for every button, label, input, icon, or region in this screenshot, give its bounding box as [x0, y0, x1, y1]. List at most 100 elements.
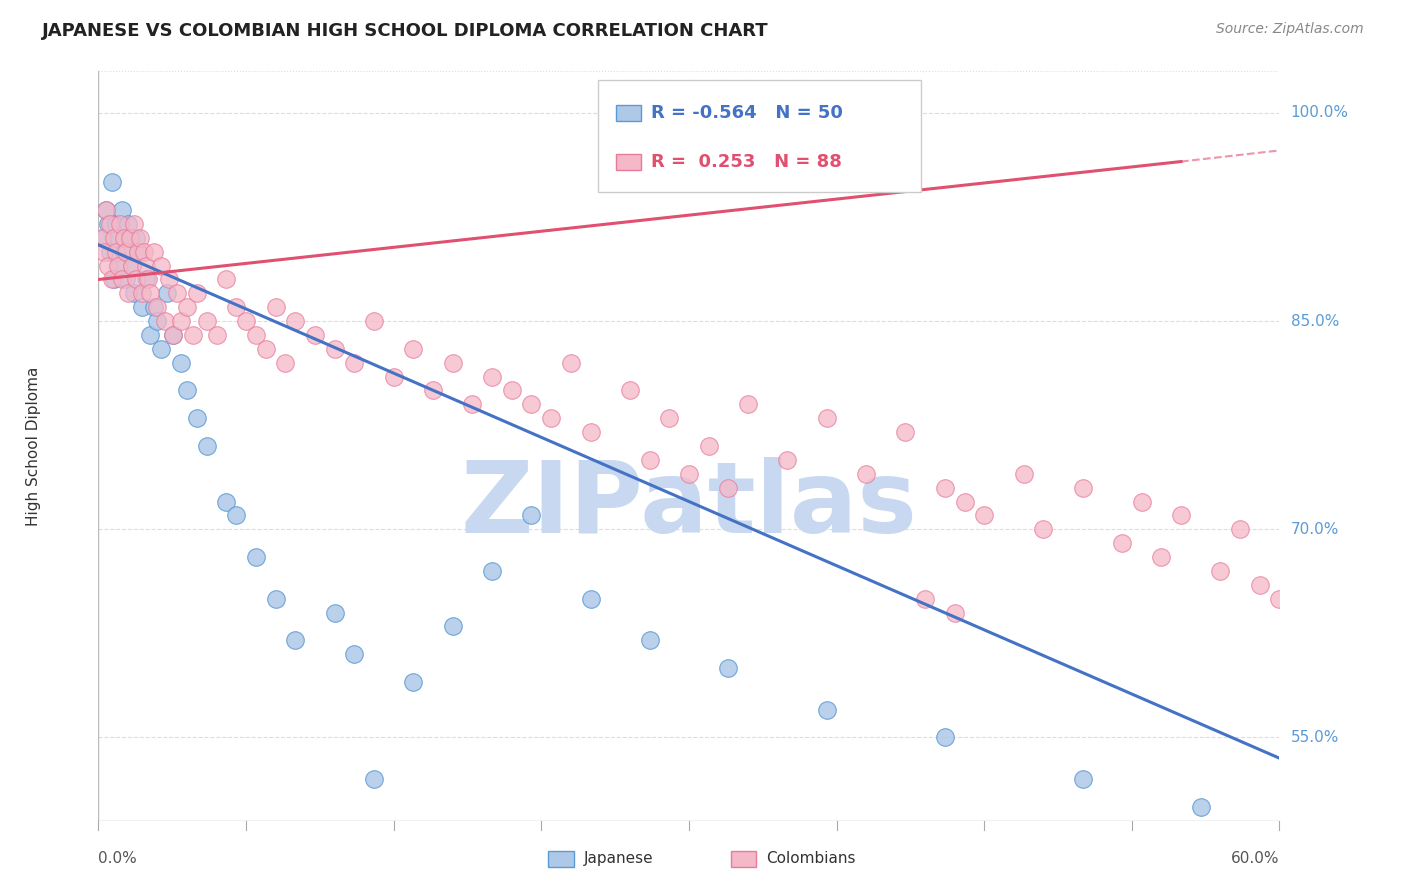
Point	[162, 328, 184, 343]
Text: ZIPatlas: ZIPatlas	[461, 458, 917, 555]
Point	[579, 425, 602, 439]
Point	[135, 259, 157, 273]
Point	[112, 231, 135, 245]
Point	[481, 369, 503, 384]
Point	[855, 467, 877, 481]
Point	[150, 259, 173, 273]
Point	[717, 661, 740, 675]
Point	[136, 272, 159, 286]
Point	[1012, 467, 1035, 481]
Point	[107, 259, 129, 273]
Point	[93, 231, 115, 245]
Point	[323, 342, 346, 356]
Point	[138, 328, 160, 343]
Point	[284, 633, 307, 648]
Point	[245, 328, 267, 343]
Point	[402, 674, 425, 689]
Point	[441, 356, 464, 370]
Point	[170, 314, 193, 328]
Point	[1071, 481, 1094, 495]
Point	[520, 397, 543, 411]
Point	[481, 564, 503, 578]
Text: R =  0.253   N = 88: R = 0.253 N = 88	[651, 153, 842, 170]
Point	[155, 314, 177, 328]
Point	[146, 314, 169, 328]
Point	[101, 272, 124, 286]
Point	[105, 217, 128, 231]
Point	[815, 411, 838, 425]
Point	[122, 217, 145, 231]
Point	[125, 272, 148, 286]
Point	[146, 300, 169, 314]
Point	[181, 328, 204, 343]
Point	[1170, 508, 1192, 523]
Point	[1071, 772, 1094, 786]
Text: Source: ZipAtlas.com: Source: ZipAtlas.com	[1216, 22, 1364, 37]
Point	[91, 231, 114, 245]
Point	[215, 494, 238, 508]
Point	[118, 231, 141, 245]
Point	[150, 342, 173, 356]
Point	[107, 231, 129, 245]
Point	[128, 231, 150, 245]
Point	[540, 411, 562, 425]
Point	[501, 384, 523, 398]
Point	[103, 231, 125, 245]
Point	[170, 356, 193, 370]
Point	[304, 328, 326, 343]
Text: 55.0%: 55.0%	[1291, 730, 1339, 745]
Point	[1229, 522, 1251, 536]
Point	[343, 647, 366, 661]
Point	[1150, 549, 1173, 564]
Point	[953, 494, 976, 508]
Point	[142, 244, 165, 259]
Point	[195, 314, 218, 328]
Point	[225, 300, 247, 314]
Point	[934, 481, 956, 495]
Point	[115, 272, 138, 286]
Point	[112, 244, 135, 259]
Point	[162, 328, 184, 343]
Point	[254, 342, 277, 356]
Point	[1229, 828, 1251, 842]
Point	[186, 286, 208, 301]
Point	[108, 217, 131, 231]
Point	[737, 397, 759, 411]
Text: Japanese: Japanese	[583, 852, 654, 866]
Point	[363, 772, 385, 786]
Point	[176, 300, 198, 314]
Point	[363, 314, 385, 328]
Point	[1249, 578, 1271, 592]
Point	[343, 356, 366, 370]
Point	[441, 619, 464, 633]
Point	[638, 633, 661, 648]
Point	[127, 244, 149, 259]
Point	[776, 453, 799, 467]
Point	[815, 703, 838, 717]
Point	[943, 606, 966, 620]
Point	[894, 425, 917, 439]
Point	[142, 300, 165, 314]
Point	[284, 314, 307, 328]
Point	[1189, 799, 1212, 814]
Point	[1268, 591, 1291, 606]
Point	[215, 272, 238, 286]
Point	[638, 453, 661, 467]
Point	[131, 300, 153, 314]
Point	[127, 244, 149, 259]
Point	[560, 356, 582, 370]
Point	[98, 244, 121, 259]
Point	[579, 591, 602, 606]
Point	[235, 314, 257, 328]
Point	[117, 286, 139, 301]
Point	[108, 259, 131, 273]
Point	[111, 203, 134, 218]
Point	[135, 272, 157, 286]
Text: R = -0.564   N = 50: R = -0.564 N = 50	[651, 104, 842, 122]
Point	[264, 591, 287, 606]
Point	[121, 259, 143, 273]
Point	[1209, 564, 1232, 578]
Point	[111, 272, 134, 286]
Point	[117, 217, 139, 231]
Point	[131, 286, 153, 301]
